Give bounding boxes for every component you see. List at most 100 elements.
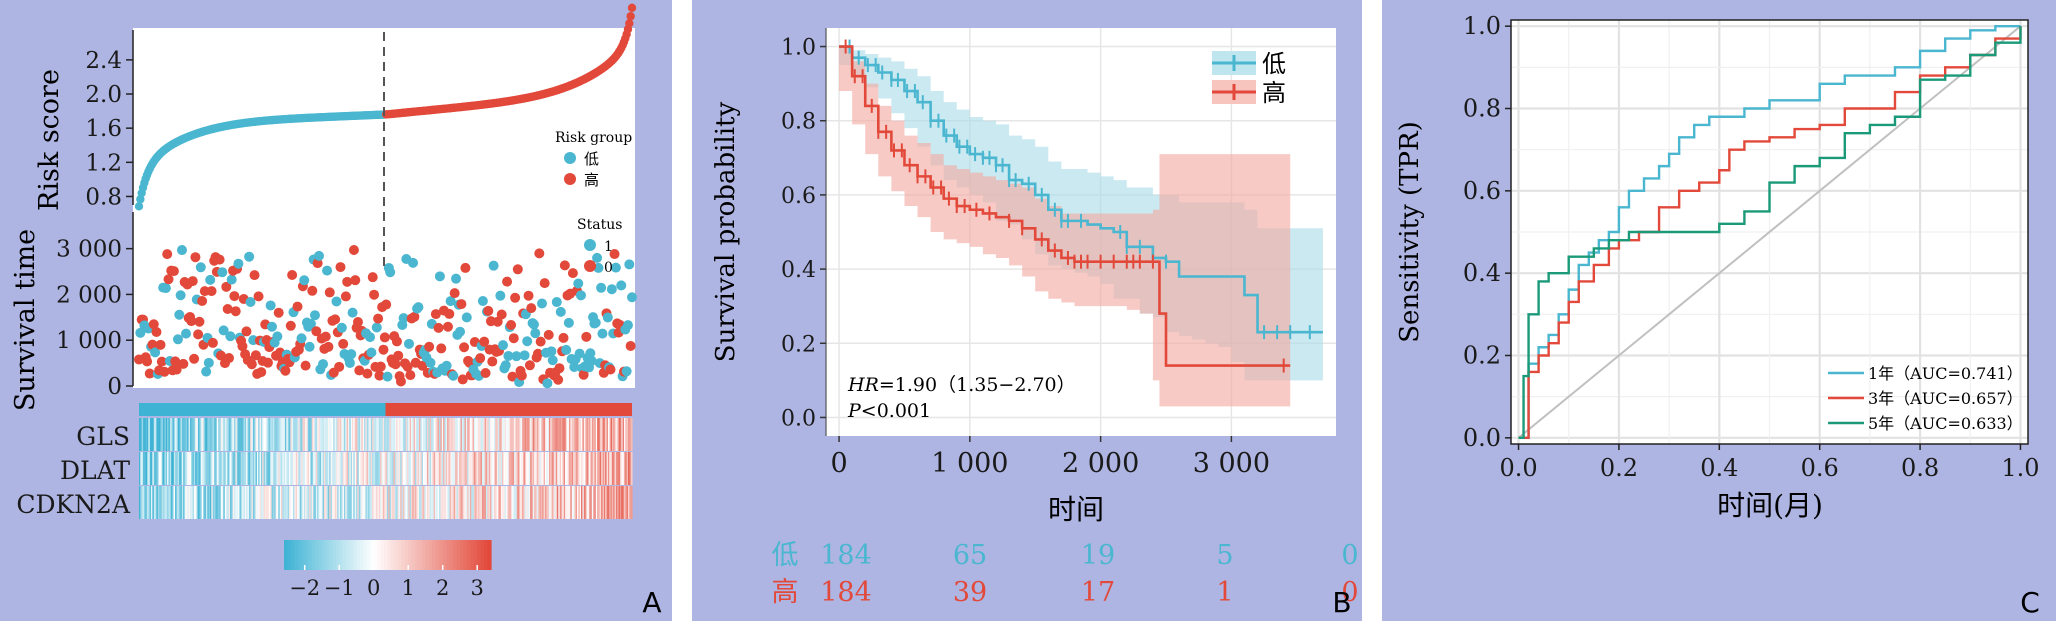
colorbar-segment <box>315 540 320 570</box>
heatmap-cell <box>578 418 581 451</box>
heatmap-cell <box>183 452 186 485</box>
colorbar-segment <box>449 540 454 570</box>
heatmap-cell <box>468 418 471 451</box>
risk-table-value: 1 <box>1216 577 1233 608</box>
survival-point-status-1 <box>181 328 192 339</box>
heatmap-cell <box>605 486 608 519</box>
survival-point-status-0 <box>553 374 564 385</box>
survival-point-status-0 <box>155 339 166 350</box>
heatmap-cell <box>413 452 416 485</box>
heatmap-cell <box>405 486 408 519</box>
heatmap-cell <box>148 452 151 485</box>
heatmap-cell <box>164 486 167 519</box>
roc-x-tick-label: 0.0 <box>1499 454 1537 482</box>
colorbar-segment <box>287 540 292 570</box>
survival-point-status-1 <box>225 331 236 342</box>
heatmap-cell <box>384 452 387 485</box>
heatmap-cell <box>214 486 216 519</box>
heatmap-cell <box>449 486 452 519</box>
heatmap-cell <box>610 452 613 485</box>
km-ci-band-high <box>839 46 1291 407</box>
heatmap-cell <box>623 452 626 485</box>
heatmap-cell <box>148 418 151 451</box>
heatmap-cell <box>594 418 597 451</box>
heatmap-cell <box>528 418 531 451</box>
risk-point-high <box>626 12 635 21</box>
risk-group-bar-low <box>139 403 386 416</box>
heatmap-cell <box>524 452 527 485</box>
heatmap-cell <box>453 452 456 485</box>
colorbar-segment <box>349 540 354 570</box>
heatmap-cell <box>603 486 606 519</box>
survival-point-status-1 <box>528 319 539 330</box>
heatmap-cell <box>211 486 214 519</box>
survival-point-status-0 <box>262 357 273 368</box>
heatmap-cell <box>260 486 263 519</box>
heatmap-cell <box>215 418 218 451</box>
survival-point-status-0 <box>605 364 616 375</box>
heatmap-cell <box>239 486 242 519</box>
km-legend: 低 高 <box>1212 50 1286 107</box>
panel-c-letter: C <box>2020 586 2040 619</box>
heatmap-cell <box>485 486 488 519</box>
heatmap-cell <box>195 418 198 451</box>
heatmap-cell <box>489 486 492 519</box>
colorbar-segment <box>435 540 440 570</box>
heatmap-cell <box>534 452 537 485</box>
heatmap-cell <box>480 452 483 485</box>
heatmap-cell <box>440 452 443 485</box>
heatmap-cell <box>274 452 277 485</box>
heatmap-cell <box>597 452 600 485</box>
heatmap-cell <box>252 452 255 485</box>
heatmap-cell <box>433 486 436 519</box>
heatmap-cell <box>181 452 184 485</box>
km-x-axis-label: 时间 <box>1048 493 1104 526</box>
heatmap-cell <box>343 452 346 485</box>
heatmap-cell <box>516 452 519 485</box>
survival-point-status-0 <box>273 307 284 318</box>
heatmap-cell <box>622 486 625 519</box>
heatmap-row-label: GLS <box>76 422 130 451</box>
heatmap-cell <box>389 486 392 519</box>
survival-point-status-0 <box>510 292 521 303</box>
colorbar-segment <box>356 540 361 570</box>
heatmap-cell <box>436 486 439 519</box>
heatmap-cell <box>230 486 233 519</box>
survival-point-status-1 <box>569 362 580 373</box>
heatmap-cell <box>144 418 147 451</box>
heatmap-cell <box>302 452 305 485</box>
heatmap-cell <box>589 418 592 451</box>
heatmap-cell <box>483 452 486 485</box>
heatmap-cell <box>489 452 492 485</box>
heatmap-cell <box>286 418 289 451</box>
survival-point-status-1 <box>555 306 566 317</box>
heatmap-cell <box>294 486 297 519</box>
survival-point-status-1 <box>511 351 522 362</box>
heatmap-cell <box>437 418 440 451</box>
heatmap-cell <box>591 452 594 485</box>
heatmap-cell <box>448 418 451 451</box>
survival-point-status-0 <box>475 353 486 364</box>
heatmap-cell <box>251 418 254 451</box>
survival-point-status-0 <box>237 341 248 352</box>
survival-point-status-0 <box>250 350 261 361</box>
legend-marker-status-1 <box>584 239 596 251</box>
heatmap-cell <box>153 452 156 485</box>
colorbar-segment <box>408 540 413 570</box>
heatmap-cell <box>193 452 196 485</box>
heatmap-cell <box>581 452 584 485</box>
heatmap-cell <box>149 486 152 519</box>
heatmap-cell <box>314 486 317 519</box>
heatmap-cell <box>347 418 350 451</box>
heatmap-cell <box>203 452 206 485</box>
heatmap-cell <box>341 486 344 519</box>
heatmap-cell <box>299 452 302 485</box>
heatmap-cell <box>469 486 472 519</box>
heatmap-cell <box>354 418 357 451</box>
heatmap-cell <box>539 418 542 451</box>
heatmap-cell <box>353 418 356 451</box>
heatmap-cell <box>582 418 585 451</box>
heatmap-cell <box>418 418 421 451</box>
heatmap-cell <box>565 418 567 451</box>
heatmap-cell <box>248 486 251 519</box>
